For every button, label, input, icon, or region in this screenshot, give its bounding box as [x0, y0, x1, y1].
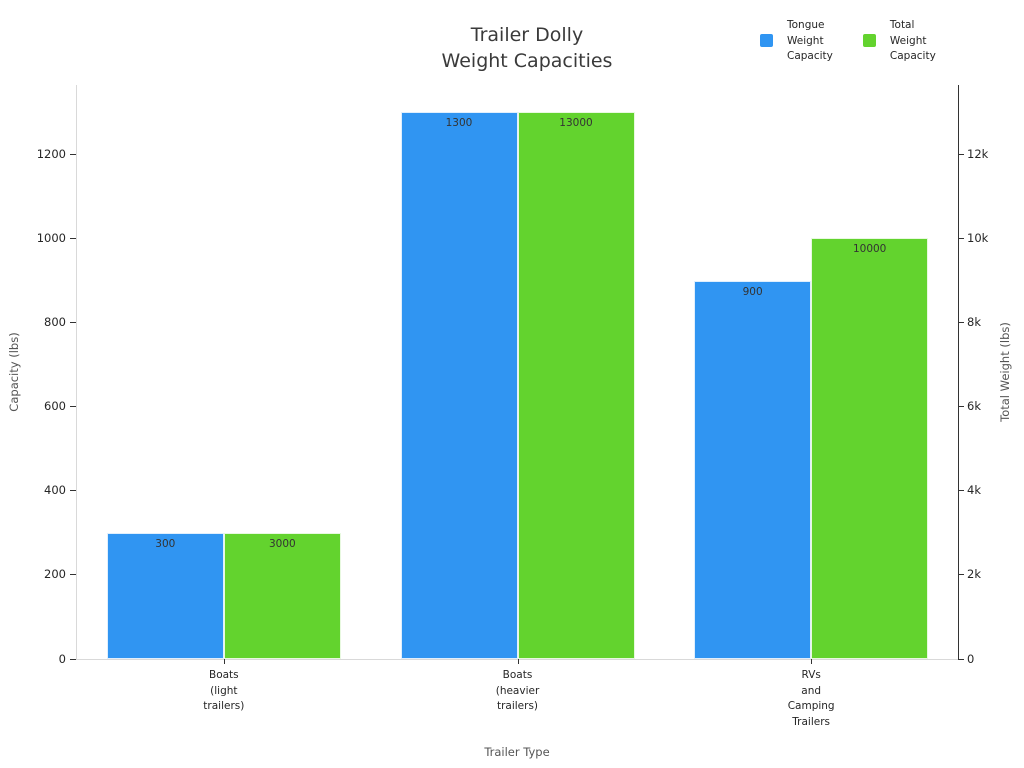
- chart-title: Trailer Dolly Weight Capacities: [377, 22, 677, 74]
- right-axis-tick-label: 4k: [967, 483, 981, 498]
- left-axis-tick-label: 1000: [36, 230, 66, 245]
- bar-value-label: 13000: [559, 117, 593, 130]
- left-axis-tick-label: 200: [44, 567, 66, 582]
- chart-title-line2: Weight Capacities: [441, 50, 613, 72]
- y-axis-label-right: Total Weight (lbs): [998, 322, 1012, 422]
- left-axis-tick-label: 1200: [36, 146, 66, 161]
- bar-value-label: 3000: [268, 537, 296, 550]
- x-axis-category-label-line: Camping: [787, 700, 835, 712]
- left-axis-spine: [76, 85, 77, 659]
- left-axis-tick: [70, 658, 76, 660]
- chart-title-line1: Trailer Dolly: [470, 24, 584, 46]
- left-axis-tick-label: 0: [58, 651, 66, 666]
- x-axis-tick: [517, 659, 519, 664]
- x-axis-label: Trailer Type: [484, 745, 550, 759]
- y-axis-label-left: Capacity (lbs): [7, 332, 21, 412]
- bar-total-weight: [223, 532, 341, 659]
- bar-value-label: 300: [155, 537, 176, 550]
- legend-swatch-blue-icon: [760, 34, 773, 47]
- legend-label-line: Capacity: [787, 50, 833, 62]
- right-axis-tick: [958, 406, 964, 408]
- legend: Tongue Weight Capacity Total Weight Capa…: [760, 18, 936, 65]
- bar-value-label: 900: [742, 285, 763, 298]
- bar-value-label: 10000: [852, 243, 887, 256]
- legend-swatch-green-icon: [862, 34, 876, 47]
- left-axis-tick-label: 400: [44, 483, 66, 498]
- legend-label-line: Weight: [889, 34, 927, 47]
- legend-label-line: Total: [889, 19, 915, 31]
- x-axis-category-label-line: Boats: [209, 669, 239, 681]
- x-axis-category-label-line: (heavier: [495, 684, 540, 697]
- x-axis-category-label-line: RVs: [801, 669, 821, 681]
- left-axis-tick: [70, 153, 76, 155]
- left-axis-tick-label: 600: [44, 399, 66, 414]
- bar-value-label: 1300: [445, 117, 473, 130]
- left-axis-tick: [70, 406, 76, 408]
- right-axis-spine: [958, 85, 959, 659]
- legend-item-total-weight: Total Weight Capacity: [862, 18, 936, 65]
- x-axis-category-label-line: and: [801, 684, 822, 697]
- right-axis-tick-label: 0: [967, 651, 975, 666]
- x-axis-category-label-line: (light: [210, 684, 238, 697]
- plot-area: 0 200 400 600 800 1000 1200 0 2k 4k 6k 8k 10k 12k 300 3…: [37, 85, 988, 728]
- x-axis-category-label-line: trailers): [203, 700, 245, 712]
- legend-label-line: Capacity: [889, 50, 936, 62]
- legend-label-total-weight: Total Weight Capacity: [890, 18, 936, 65]
- x-axis-category-label: RVs and Camping Trailers: [731, 668, 891, 730]
- right-axis-tick-label: 6k: [967, 399, 981, 414]
- right-axis-tick: [958, 237, 964, 239]
- legend-label-line: Tongue: [787, 19, 825, 31]
- left-axis-tick: [70, 574, 76, 576]
- right-axis-tick-label: 10k: [967, 230, 989, 245]
- left-axis-tick-label: 800: [44, 315, 66, 330]
- x-axis-tick: [223, 659, 225, 664]
- bar-total-weight: [811, 238, 929, 659]
- right-axis-tick: [958, 322, 964, 324]
- right-axis-tick: [958, 574, 964, 576]
- right-axis-tick: [958, 153, 964, 155]
- bar-tongue-weight: [106, 532, 224, 659]
- bar-tongue-weight: [400, 112, 518, 659]
- bar-tongue-weight: [694, 280, 812, 659]
- x-axis-tick: [811, 659, 813, 664]
- legend-label-tongue-weight: Tongue Weight Capacity: [787, 18, 833, 65]
- x-axis-category-label: Boats (light trailers): [144, 668, 304, 715]
- x-axis-category-label: Boats (heavier trailers): [438, 668, 598, 715]
- right-axis-tick-label: 2k: [967, 567, 981, 582]
- bar-total-weight: [517, 112, 635, 659]
- right-axis-tick-label: 12k: [967, 146, 989, 161]
- x-axis-category-label-line: Trailers: [792, 715, 831, 728]
- left-axis-tick: [70, 322, 76, 324]
- right-axis-tick-label: 8k: [967, 315, 981, 330]
- legend-item-tongue-weight: Tongue Weight Capacity: [760, 18, 833, 65]
- right-axis-tick: [958, 490, 964, 492]
- left-axis-tick: [70, 490, 76, 492]
- right-axis-tick: [958, 658, 964, 660]
- x-axis-category-label-line: Boats: [502, 669, 533, 681]
- left-axis-tick: [70, 237, 76, 239]
- x-axis-spine: [76, 659, 958, 660]
- x-axis-category-label-line: trailers): [496, 700, 539, 712]
- legend-label-line: Weight: [787, 34, 824, 47]
